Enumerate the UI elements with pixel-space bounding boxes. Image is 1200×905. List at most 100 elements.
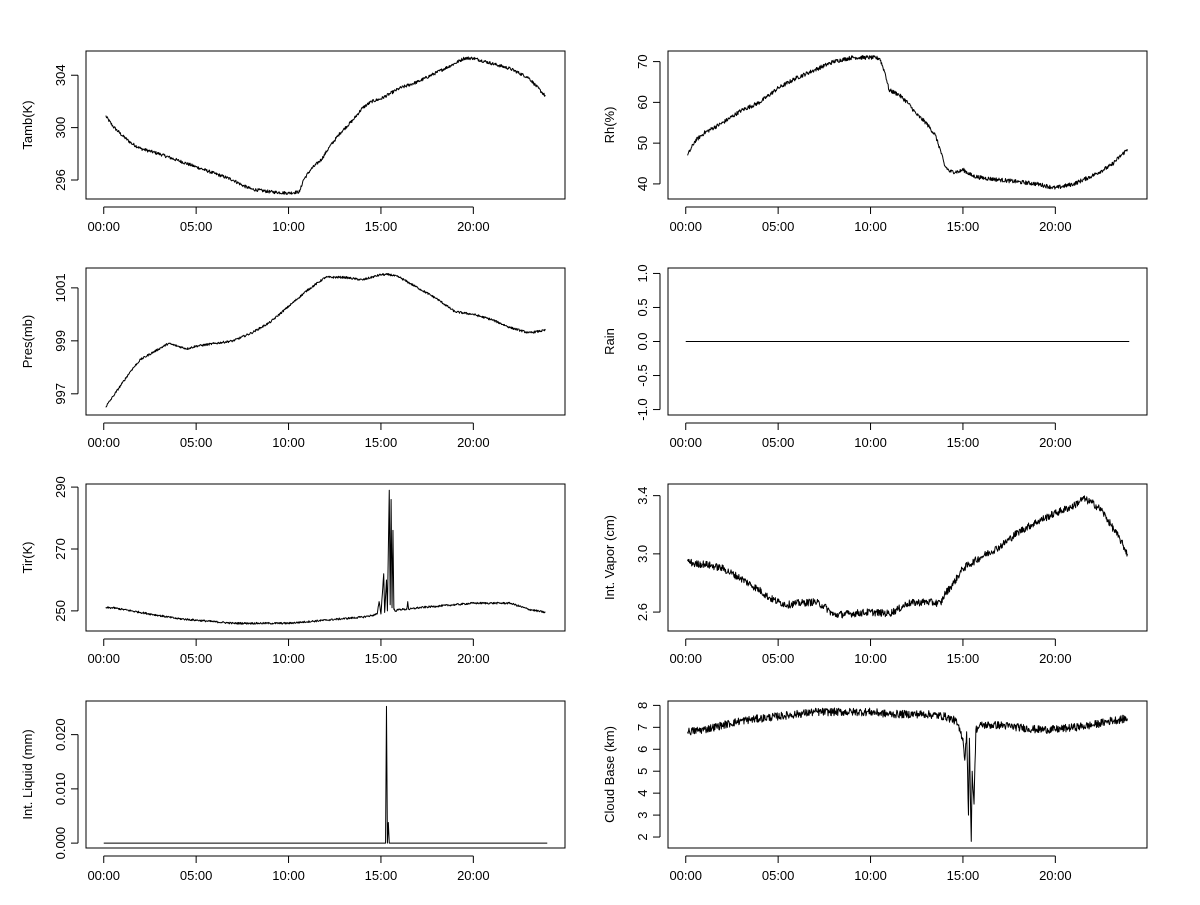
y-tick-label: 2 — [635, 833, 650, 840]
x-tick-label: 15:00 — [365, 435, 398, 450]
x-tick-label: 00:00 — [87, 219, 120, 234]
x-tick-label: 00:00 — [87, 651, 120, 666]
y-tick-label: 3.0 — [635, 545, 650, 563]
x-tick-label: 05:00 — [762, 435, 795, 450]
x-tick-label: 15:00 — [365, 219, 398, 234]
x-tick-label: 20:00 — [457, 219, 490, 234]
x-tick-label: 20:00 — [1039, 435, 1072, 450]
x-tick-label: 05:00 — [180, 651, 213, 666]
x-tick-label: 00:00 — [87, 868, 120, 883]
x-tick-label: 05:00 — [180, 219, 213, 234]
x-tick-label: 15:00 — [947, 868, 980, 883]
plot-frame — [667, 50, 1148, 200]
x-tick-label: 00:00 — [669, 435, 702, 450]
plot-frame — [85, 267, 566, 416]
y-axis-label: Pres(mb) — [20, 315, 35, 368]
x-tick-label: 05:00 — [180, 435, 213, 450]
y-axis-label: Tamb(K) — [20, 100, 35, 149]
panel-5: 00:00 05:00 10:00 15:00 20:00 250 270 290 Tir(K) — [20, 476, 566, 666]
x-tick-label: 00:00 — [669, 651, 702, 666]
y-tick-label: 4 — [635, 790, 650, 797]
panel-8: 00:00 05:00 10:00 15:00 20:00 2 3 4 5 6 7 8 Cloud Ba… — [602, 700, 1148, 883]
plot-frame — [667, 483, 1148, 632]
series-line — [105, 273, 546, 408]
x-tick-label: 10:00 — [272, 651, 305, 666]
x-tick-label: 20:00 — [457, 435, 490, 450]
y-tick-label: 304 — [53, 64, 68, 86]
series-line — [105, 56, 546, 196]
plot-frame — [667, 267, 1148, 416]
y-axis-label: Tir(K) — [20, 541, 35, 573]
y-tick-label: 50 — [635, 136, 650, 150]
y-tick-label: 0.0 — [635, 332, 650, 350]
x-tick-label: 10:00 — [272, 219, 305, 234]
x-tick-label: 10:00 — [272, 868, 305, 883]
x-tick-label: 15:00 — [365, 868, 398, 883]
y-tick-label: 0.010 — [53, 773, 68, 806]
x-tick-label: 10:00 — [854, 435, 887, 450]
y-tick-label: 997 — [53, 383, 68, 405]
x-tick-label: 20:00 — [1039, 219, 1072, 234]
x-tick-label: 20:00 — [1039, 868, 1072, 883]
y-axis-label: Int. Liquid (mm) — [20, 729, 35, 819]
x-tick-label: 00:00 — [669, 868, 702, 883]
x-tick-label: 20:00 — [457, 651, 490, 666]
x-tick-label: 05:00 — [180, 868, 213, 883]
x-tick-label: 10:00 — [854, 219, 887, 234]
panel-7: 00:00 05:00 10:00 15:00 20:00 0.000 0.010 0.020… — [20, 700, 566, 883]
x-tick-label: 10:00 — [854, 868, 887, 883]
y-tick-label: 250 — [53, 600, 68, 622]
plot-frame — [85, 50, 566, 200]
y-tick-label: -0.5 — [635, 364, 650, 386]
y-tick-label: 1001 — [53, 273, 68, 302]
y-tick-label: 6 — [635, 746, 650, 753]
x-tick-label: 10:00 — [272, 435, 305, 450]
plot-frame — [667, 700, 1148, 849]
x-tick-label: 15:00 — [365, 651, 398, 666]
y-tick-label: 0.000 — [53, 827, 68, 860]
plot-frame — [85, 700, 566, 849]
panel-1: 00:00 05:00 10:00 15:00 20:00 296 300 304 Tamb(K… — [20, 50, 566, 234]
x-tick-label: 05:00 — [762, 651, 795, 666]
x-tick-label: 20:00 — [457, 868, 490, 883]
y-axis-label: Rain — [602, 328, 617, 355]
y-tick-label: 8 — [635, 702, 650, 709]
x-tick-label: 15:00 — [947, 435, 980, 450]
y-tick-label: 296 — [53, 169, 68, 191]
y-tick-label: 1.0 — [635, 264, 650, 282]
panel-6: 00:00 05:00 10:00 15:00 20:00 2.6 3.0 3.4 Int. V… — [602, 483, 1148, 666]
x-tick-label: 00:00 — [87, 435, 120, 450]
y-tick-label: 60 — [635, 95, 650, 109]
x-tick-label: 10:00 — [854, 651, 887, 666]
x-tick-label: 20:00 — [1039, 651, 1072, 666]
y-tick-label: 3 — [635, 811, 650, 818]
x-tick-label: 00:00 — [669, 219, 702, 234]
panel-3: 00:00 05:00 10:00 15:00 20:00 997 999 1001 Pres(… — [20, 267, 566, 450]
y-tick-label: 0.5 — [635, 298, 650, 316]
y-tick-label: 40 — [635, 177, 650, 191]
plot-frame — [85, 483, 566, 632]
x-tick-label: 05:00 — [762, 868, 795, 883]
series-line — [687, 495, 1128, 619]
x-tick-label: 15:00 — [947, 219, 980, 234]
series-line — [105, 489, 546, 625]
y-tick-label: 70 — [635, 54, 650, 68]
y-tick-label: 2.6 — [635, 603, 650, 621]
series-line — [687, 707, 1128, 842]
panel-4: 00:00 05:00 10:00 15:00 20:00 -1.0 -0.5 0.0 0.5 1… — [602, 264, 1148, 450]
panel-2: 00:00 05:00 10:00 15:00 20:00 40 50 60 70 Rh(%) — [602, 50, 1148, 234]
y-tick-label: 0.020 — [53, 718, 68, 751]
y-tick-label: 290 — [53, 476, 68, 498]
series-line — [103, 705, 548, 844]
y-tick-label: 270 — [53, 538, 68, 560]
y-axis-label: Cloud Base (km) — [602, 726, 617, 823]
y-axis-label: Rh(%) — [602, 107, 617, 144]
y-tick-label: 7 — [635, 724, 650, 731]
y-tick-label: 999 — [53, 330, 68, 352]
series-line — [687, 55, 1128, 190]
y-axis-label: Int. Vapor (cm) — [602, 515, 617, 600]
x-tick-label: 15:00 — [947, 651, 980, 666]
y-tick-label: 5 — [635, 768, 650, 775]
